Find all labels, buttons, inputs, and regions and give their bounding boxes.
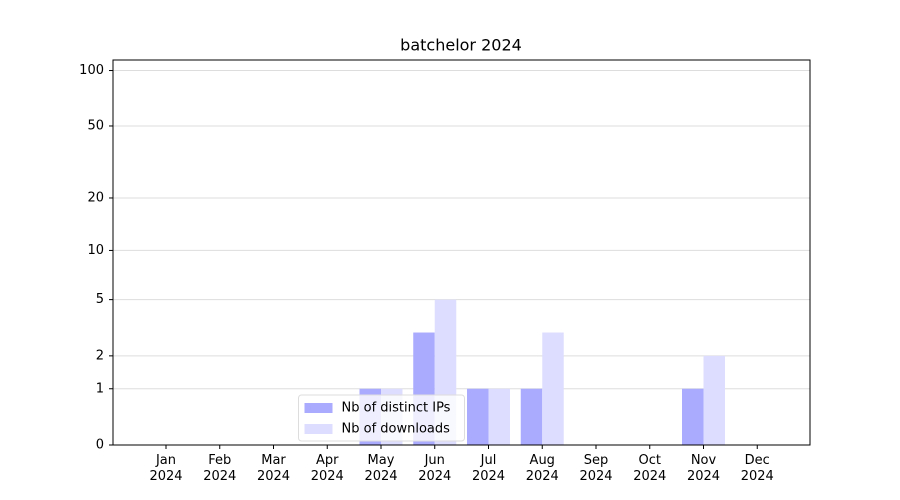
x-tick-label: Nov 2024: [686, 453, 721, 484]
y-tick-label: 10: [87, 243, 104, 258]
chart-title: batchelor 2024: [400, 36, 522, 55]
x-tick-label: Jul 2024: [471, 453, 506, 484]
y-tick-label: 0: [96, 438, 104, 453]
y-tick-label: 5: [96, 292, 104, 307]
bar: [520, 388, 543, 445]
y-tick-label: 2: [96, 348, 104, 363]
x-tick-label: Aug 2024: [525, 453, 559, 484]
x-tick-label: Feb 2024: [203, 453, 237, 484]
y-tick-label: 100: [79, 63, 104, 78]
legend-swatch: [304, 403, 333, 413]
legend: Nb of distinct IPs Nb of downloads: [298, 394, 465, 442]
y-tick-label: 1: [96, 381, 104, 396]
bar: [682, 388, 704, 445]
bar: [542, 332, 564, 445]
x-tick-label: May 2024: [364, 453, 398, 484]
bar: [703, 355, 725, 445]
x-tick-label: Oct 2024: [633, 453, 667, 484]
legend-label: Nb of downloads: [342, 422, 451, 437]
x-tick-label: Jan 2024: [149, 453, 183, 484]
x-tick-label: Jun 2024: [418, 453, 452, 484]
y-tick-label: 50: [87, 118, 104, 133]
y-tick-label: 20: [87, 190, 104, 205]
plot-frame: [112, 59, 811, 446]
x-tick-label: Sep 2024: [579, 453, 613, 484]
legend-swatch: [304, 424, 333, 434]
x-tick-label: Mar 2024: [256, 453, 291, 484]
legend-label: Nb of distinct IPs: [342, 401, 451, 416]
bar: [467, 388, 489, 445]
x-tick-label: Apr 2024: [310, 453, 344, 484]
x-tick-label: Dec 2024: [740, 453, 774, 484]
bar: [488, 388, 510, 445]
legend-box: [298, 394, 465, 442]
